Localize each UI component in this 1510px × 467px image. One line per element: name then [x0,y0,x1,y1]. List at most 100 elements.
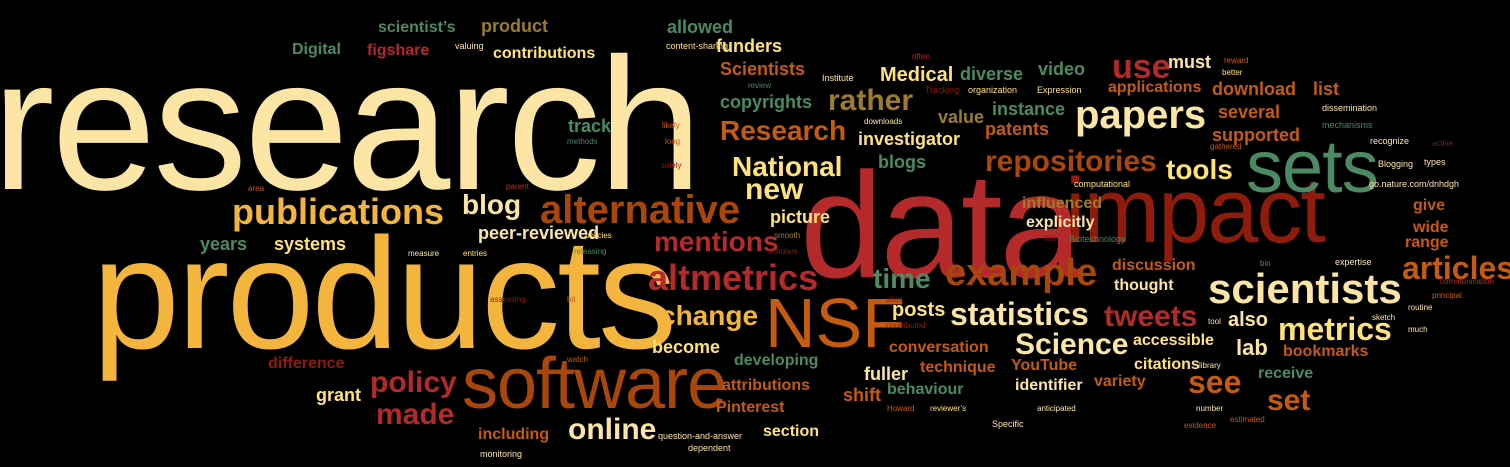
word-communication: communication [1440,277,1494,286]
word-sites: sites [886,295,903,304]
word-dependent: dependent [688,443,731,453]
word-value: value [938,107,985,127]
word-gathered: gathered [1210,142,1242,151]
word-new: new [745,173,804,206]
word-thought: thought [1114,277,1174,294]
word-mentions: mentions [654,226,779,257]
word-give: give [1413,197,1446,214]
word-contributed: contributed [886,321,926,330]
word-metrics: metrics [1278,311,1392,347]
word-often: often [912,52,930,61]
word-releasing: releasing [574,247,607,256]
word-contributions: contributions [493,45,596,62]
word-diverse: diverse [960,64,1024,84]
word-recognize: recognize [1370,136,1410,146]
word-parent: parent [506,182,529,191]
word-citations: citations [1134,356,1200,373]
word-smooth: smooth [774,231,801,240]
word-blogs: blogs [878,152,926,172]
word-see: see [1188,364,1242,400]
word-evidence: evidence [1184,421,1217,430]
word-number: number [1196,404,1224,413]
word-years: years [200,234,248,254]
word-variety: variety [1094,373,1146,390]
word-wide: wide [1413,219,1449,236]
word-section: section [763,423,820,440]
word-example: example [945,252,1098,294]
word-product: product [481,16,548,36]
word-tool: tool [1208,317,1221,326]
word-tracking: Tracking [925,85,960,95]
word-policies: policies [585,231,612,240]
word-methods: methods [567,137,598,146]
word-products: products [92,206,677,382]
word-reviewers: reviewer’s [930,404,967,413]
word-made: made [376,398,455,431]
word-library: library [1199,361,1221,370]
word-technique: technique [920,359,996,376]
word-publications: publications [232,191,445,232]
word-howard: Howard [887,404,915,413]
word-explicitly: explicitly [1026,214,1095,231]
word-must: must [1168,52,1212,72]
word-funders: funders [716,36,783,56]
word-nsf: NSF [765,284,905,362]
word-peerreviewed: peer-reviewed [478,223,600,243]
word-shift: shift [843,385,881,405]
word-investigator: investigator [858,129,961,149]
word-repositories: repositories [985,145,1157,178]
word-pinterest: Pinterest [716,399,785,416]
word-bio: bio [1260,259,1271,268]
word-science: Science [1015,328,1129,361]
word-review: review [748,81,772,90]
word-video: video [1038,59,1086,79]
word-much: much [1408,325,1428,334]
word-patents: patents [985,119,1050,139]
word-youtube: YouTube [1011,357,1078,374]
word-bit: bit [567,295,576,304]
word-figshare: figshare [367,42,430,59]
word-behaviour: behaviour [887,381,964,398]
word-scientists-cap: Scientists [720,59,806,79]
word-scientists-s: scientist’s [378,19,456,36]
word-use: use [1112,48,1171,86]
word-range: range [1405,234,1449,251]
word-medical: Medical [880,64,954,86]
word-assessing: assessing [490,295,526,304]
word-principal: principal [1432,291,1462,300]
word-posts: posts [892,299,946,321]
word-receive: receive [1258,365,1314,382]
word-five: five [1044,234,1057,243]
word-papers: papers [1075,93,1207,137]
word-contentsharing: content-sharing [666,41,729,51]
word-instance: instance [992,99,1066,119]
word-conversation: conversation [889,339,989,356]
word-download: download [1212,79,1296,99]
word-institute: Institute [822,73,854,83]
word-time: time [873,263,931,294]
word-tools: tools [1166,154,1233,185]
word-list: list [1313,79,1340,99]
word-difference: difference [268,355,345,372]
word-impact: impact [1065,160,1326,262]
word-area: area [248,184,265,193]
word-statistics: statistics [950,296,1089,332]
word-scientists: scientists [1208,265,1402,312]
word-national: National [732,151,843,182]
word-also: also [1228,309,1269,331]
word-monitoring: monitoring [480,449,523,459]
word-sketch: sketch [1372,313,1396,322]
word-long: long [665,137,681,146]
word-biotechnology: Biotechnology [1069,234,1126,244]
word-qanda: question-and-answer [658,431,743,441]
word-become: become [652,337,721,357]
word-allowed: allowed [667,17,734,37]
word-active: active [1432,139,1453,148]
word-alternative: alternative [540,188,741,232]
word-research2: Research [720,115,847,146]
word-bookmarks: bookmarks [1283,343,1369,360]
word-gonature: go.nature.com/dnhdgh [1369,179,1460,189]
word-systems: systems [274,234,347,254]
word-tweets: tweets [1104,300,1198,333]
word-valuing: valuing [455,41,484,51]
